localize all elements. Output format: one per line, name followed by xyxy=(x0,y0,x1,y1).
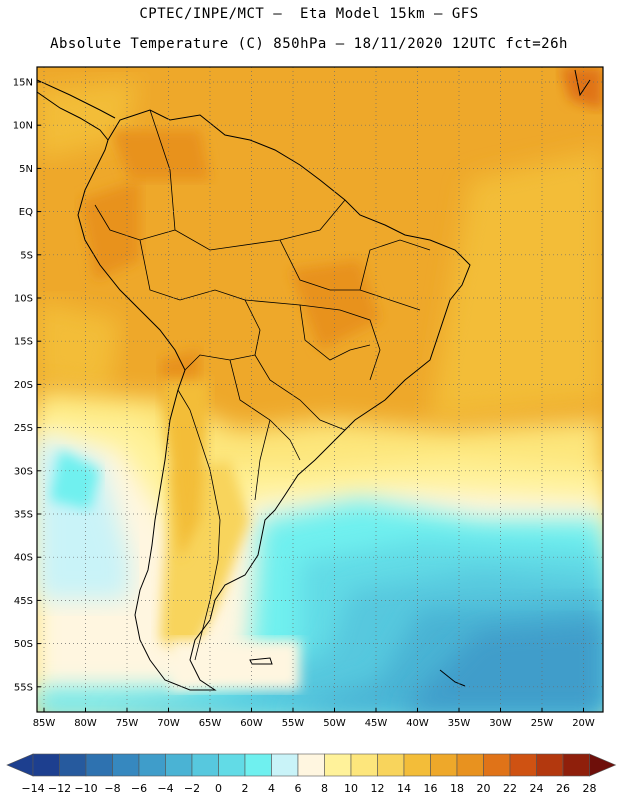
lon-tick-label: 65W xyxy=(199,718,222,729)
colorbar-swatch xyxy=(536,753,564,777)
longitude-axis: 85W 80W 75W 70W 65W 60W 55W 50W 45W 40W 35W 30W 25W 2… xyxy=(33,708,595,729)
lat-tick-label: 20S xyxy=(14,380,33,391)
colorbar-label: 20 xyxy=(477,782,491,795)
colorbar-swatch xyxy=(403,753,431,777)
colorbar-label: −10 xyxy=(74,782,97,795)
lat-tick-label: 55S xyxy=(14,682,33,693)
colorbar-swatch xyxy=(32,753,60,777)
colorbar-label: 24 xyxy=(530,782,544,795)
colorbar-swatch xyxy=(483,753,511,777)
lon-tick-label: 75W xyxy=(116,718,139,729)
lat-tick-label: EQ xyxy=(19,207,33,218)
lon-tick-label: 20W xyxy=(572,718,595,729)
central-america-coastline xyxy=(37,91,109,141)
colorbar-label: 26 xyxy=(556,782,570,795)
colorbar-label: 6 xyxy=(295,782,302,795)
lat-tick-label: 50S xyxy=(14,639,33,650)
colorbar-label: 2 xyxy=(242,782,249,795)
colorbar-label: −12 xyxy=(48,782,71,795)
lon-tick-label: 30W xyxy=(489,718,512,729)
lon-tick-label: 35W xyxy=(448,718,471,729)
lon-tick-label: 50W xyxy=(323,718,346,729)
map-field xyxy=(37,67,603,712)
colorbar: −14 −12 −10 −8 −6 −4 −2 0 2 4 6 8 10 12 14 16 18 20 22 24 26… xyxy=(6,753,617,795)
colorbar-label: 22 xyxy=(503,782,517,795)
colorbar-swatch xyxy=(191,753,219,777)
colorbar-swatch xyxy=(244,753,272,777)
lat-tick-label: 40S xyxy=(14,553,33,564)
map-subtitle: Absolute Temperature (C) 850hPa – 18/11/… xyxy=(50,36,568,52)
lat-tick-label: 10S xyxy=(14,294,33,305)
colorbar-swatch xyxy=(165,753,193,777)
colorbar-label: 0 xyxy=(215,782,222,795)
colorbar-arrow-right xyxy=(589,753,617,777)
lon-tick-label: 40W xyxy=(406,718,429,729)
lat-tick-label: 30S xyxy=(14,466,33,477)
colorbar-swatch xyxy=(350,753,378,777)
central-america-coastline-north xyxy=(37,79,116,119)
lon-tick-label: 25W xyxy=(531,718,554,729)
colorbar-label: 16 xyxy=(424,782,438,795)
lat-tick-label: 15N xyxy=(13,78,33,89)
lat-tick-label: 5S xyxy=(20,250,33,261)
lon-tick-label: 55W xyxy=(282,718,305,729)
colorbar-label: −2 xyxy=(184,782,200,795)
colorbar-swatch xyxy=(218,753,246,777)
lon-tick-label: 45W xyxy=(365,718,388,729)
colorbar-swatch xyxy=(271,753,299,777)
map-frame xyxy=(36,66,604,713)
lat-tick-label: 15S xyxy=(14,337,33,348)
latitude-axis: 15N 10N 5N EQ 5S 10S 15S 20S 25S 30S 35S 40S 45S 50S 5… xyxy=(13,78,41,693)
colorbar-swatch xyxy=(377,753,405,777)
lon-tick-label: 70W xyxy=(157,718,180,729)
colorbar-swatch xyxy=(59,753,87,777)
colorbar-label: −4 xyxy=(157,782,173,795)
colorbar-swatch xyxy=(297,753,325,777)
colorbar-label: 28 xyxy=(583,782,597,795)
colorbar-swatch xyxy=(85,753,113,777)
colorbar-swatch xyxy=(456,753,484,777)
colorbar-swatch xyxy=(509,753,537,777)
lat-tick-label: 25S xyxy=(14,423,33,434)
colorbar-swatch xyxy=(138,753,166,777)
colorbar-label: 4 xyxy=(268,782,275,795)
colorbar-swatch xyxy=(562,753,590,777)
lat-tick-label: 45S xyxy=(14,596,33,607)
colorbar-swatch xyxy=(324,753,352,777)
map-title: CPTEC/INPE/MCT – Eta Model 15km – GFS xyxy=(139,6,479,22)
colorbar-arrow-left xyxy=(6,753,34,777)
colorbar-label: −6 xyxy=(131,782,147,795)
colorbar-label: 10 xyxy=(344,782,358,795)
colorbar-label: 12 xyxy=(371,782,385,795)
colorbar-label: −14 xyxy=(21,782,44,795)
lat-tick-label: 5N xyxy=(19,164,33,175)
lon-tick-label: 85W xyxy=(33,718,56,729)
lat-tick-label: 35S xyxy=(14,510,33,521)
colorbar-label: 8 xyxy=(321,782,328,795)
lon-tick-label: 80W xyxy=(74,718,97,729)
lat-tick-label: 10N xyxy=(13,121,33,132)
colorbar-swatch xyxy=(112,753,140,777)
colorbar-label: −8 xyxy=(104,782,120,795)
colorbar-swatch xyxy=(430,753,458,777)
country-borders xyxy=(94,109,431,661)
colorbar-label: 14 xyxy=(397,782,411,795)
lon-tick-label: 60W xyxy=(240,718,263,729)
colorbar-label: 18 xyxy=(450,782,464,795)
